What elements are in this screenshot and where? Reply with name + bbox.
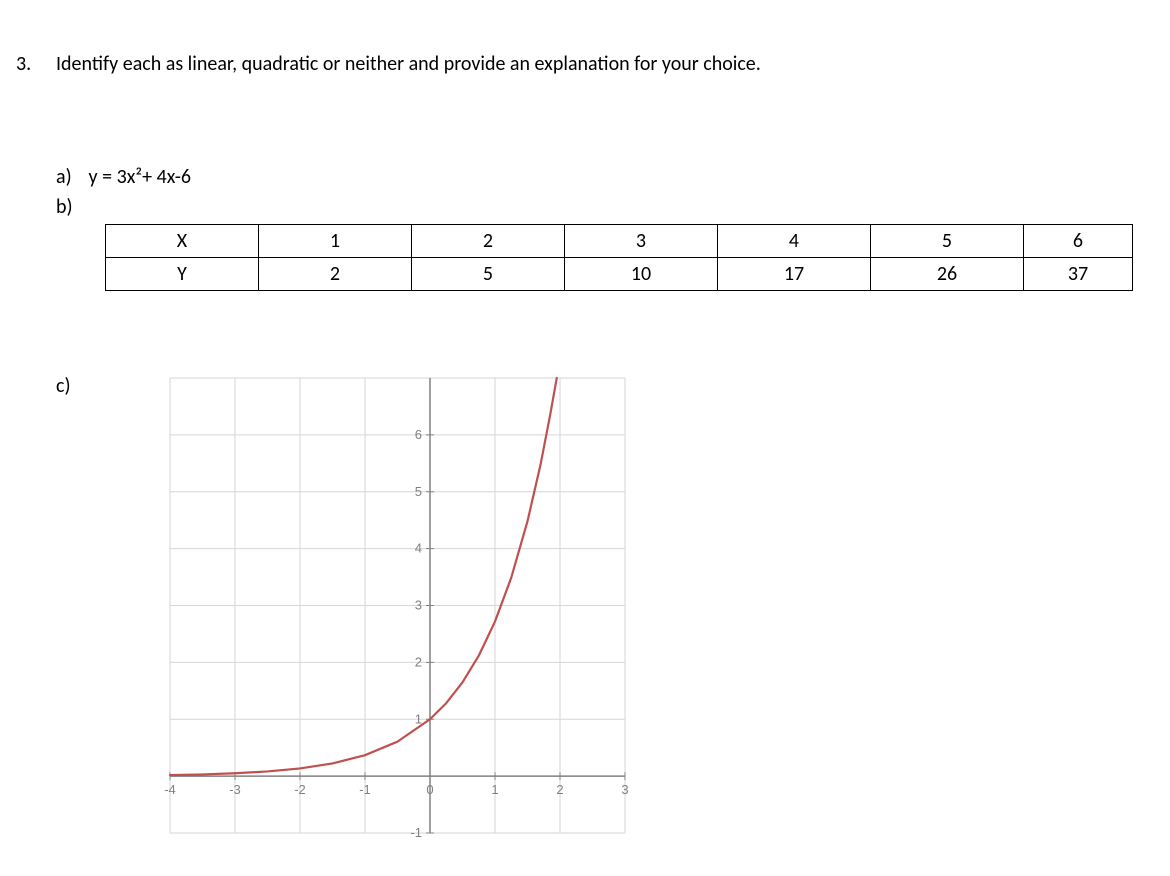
part-c-label: c) [56,374,71,398]
data-table-wrap: X123456Y2510172637 [105,224,1133,291]
part-a-label: a) [56,165,84,189]
svg-text:2: 2 [556,782,563,797]
svg-text:1: 1 [491,782,498,797]
part-a: a) y = 3x²+ 4x-6 [56,165,191,189]
svg-text:5: 5 [415,484,422,499]
table-cell: 37 [1024,258,1133,291]
part-b-label: b) [56,195,73,219]
svg-text:-2: -2 [294,782,306,797]
svg-text:3: 3 [621,782,628,797]
table-cell: 2 [412,225,565,258]
svg-text:-3: -3 [229,782,241,797]
svg-text:6: 6 [415,427,422,442]
table-cell: 5 [412,258,565,291]
svg-text:0: 0 [426,782,433,797]
svg-text:1: 1 [415,711,422,726]
table-row: Y2510172637 [106,258,1133,291]
table-cell: 17 [718,258,871,291]
page: 3. Identify each as linear, quadratic or… [0,0,1170,876]
table-cell: 6 [1024,225,1133,258]
svg-text:2: 2 [415,654,422,669]
svg-text:3: 3 [415,598,422,613]
data-table: X123456Y2510172637 [105,224,1133,291]
question-number: 3. [16,52,31,76]
table-cell: 4 [718,225,871,258]
part-a-equation: y = 3x²+ 4x-6 [89,165,192,189]
svg-text:-1: -1 [410,825,422,840]
svg-text:-4: -4 [164,782,176,797]
exponential-chart: -4 -3 -2 -1 0 1 2 3 -1 2 3 4 5 6 1 [160,368,650,858]
svg-text:4: 4 [415,541,422,556]
table-cell: 26 [871,258,1024,291]
table-cell: X [106,225,259,258]
table-cell: 5 [871,225,1024,258]
table-cell: 10 [565,258,718,291]
table-row: X123456 [106,225,1133,258]
table-cell: 2 [259,258,412,291]
table-cell: Y [106,258,259,291]
svg-text:-1: -1 [359,782,371,797]
question-prompt: Identify each as linear, quadratic or ne… [56,52,761,76]
table-cell: 1 [259,225,412,258]
table-cell: 3 [565,225,718,258]
chart-wrap: -4 -3 -2 -1 0 1 2 3 -1 2 3 4 5 6 1 [160,368,650,858]
